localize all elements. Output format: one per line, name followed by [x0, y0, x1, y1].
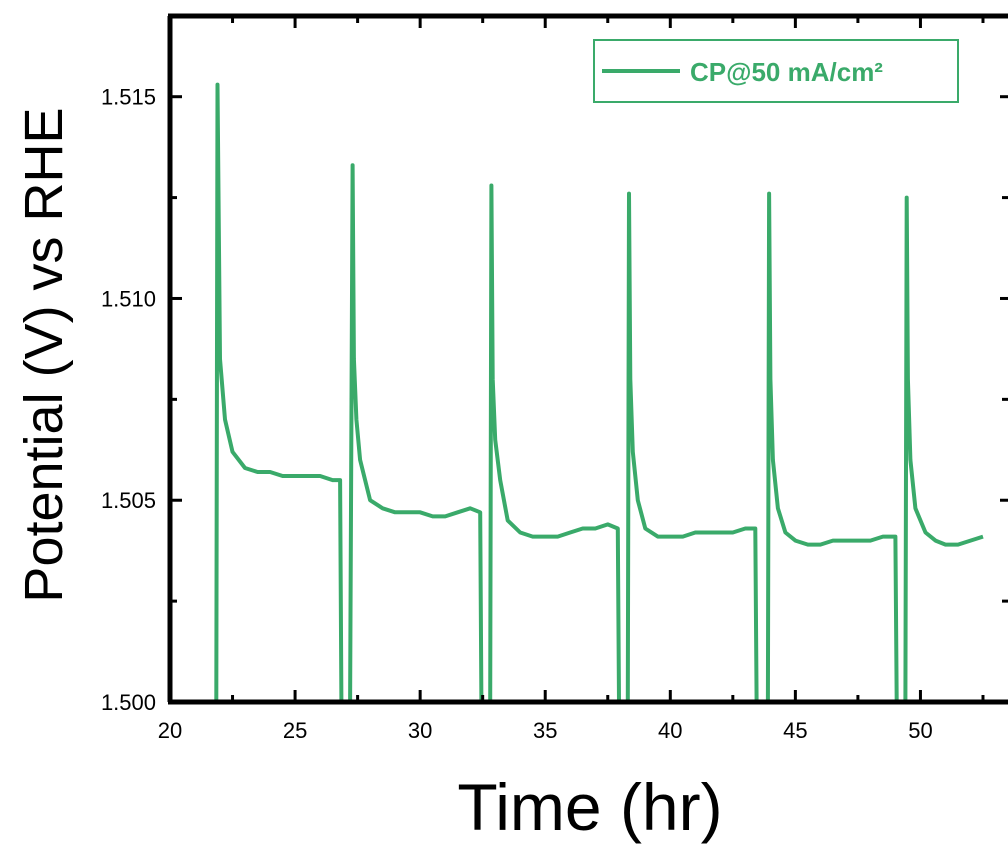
series-line-0 — [214, 82, 984, 702]
x-tick-label: 25 — [283, 718, 307, 743]
series-layer — [214, 82, 984, 702]
x-tick-label: 45 — [783, 718, 807, 743]
x-tick-label: 20 — [158, 718, 182, 743]
x-tick-label: 35 — [533, 718, 557, 743]
y-tick-label: 1.510 — [101, 286, 156, 311]
legend-label: CP@50 mA/cm² — [690, 57, 883, 87]
y-tick-label: 1.500 — [101, 690, 156, 715]
x-axis-title: Time (hr) — [457, 770, 722, 844]
y-axis-title: Potential (V) vs RHE — [14, 107, 74, 602]
y-tick-label: 1.515 — [101, 85, 156, 110]
ticks-layer: 20 25 30 35 40 45 50 1.500 1.505 1.510 1.515 — [101, 16, 1008, 743]
x-tick-label: 30 — [408, 718, 432, 743]
y-tick-label: 1.505 — [101, 488, 156, 513]
legend: CP@50 mA/cm² — [593, 39, 959, 103]
x-tick-label: 50 — [908, 718, 932, 743]
axes-layer — [167, 13, 1008, 705]
x-tick-label: 40 — [658, 718, 682, 743]
